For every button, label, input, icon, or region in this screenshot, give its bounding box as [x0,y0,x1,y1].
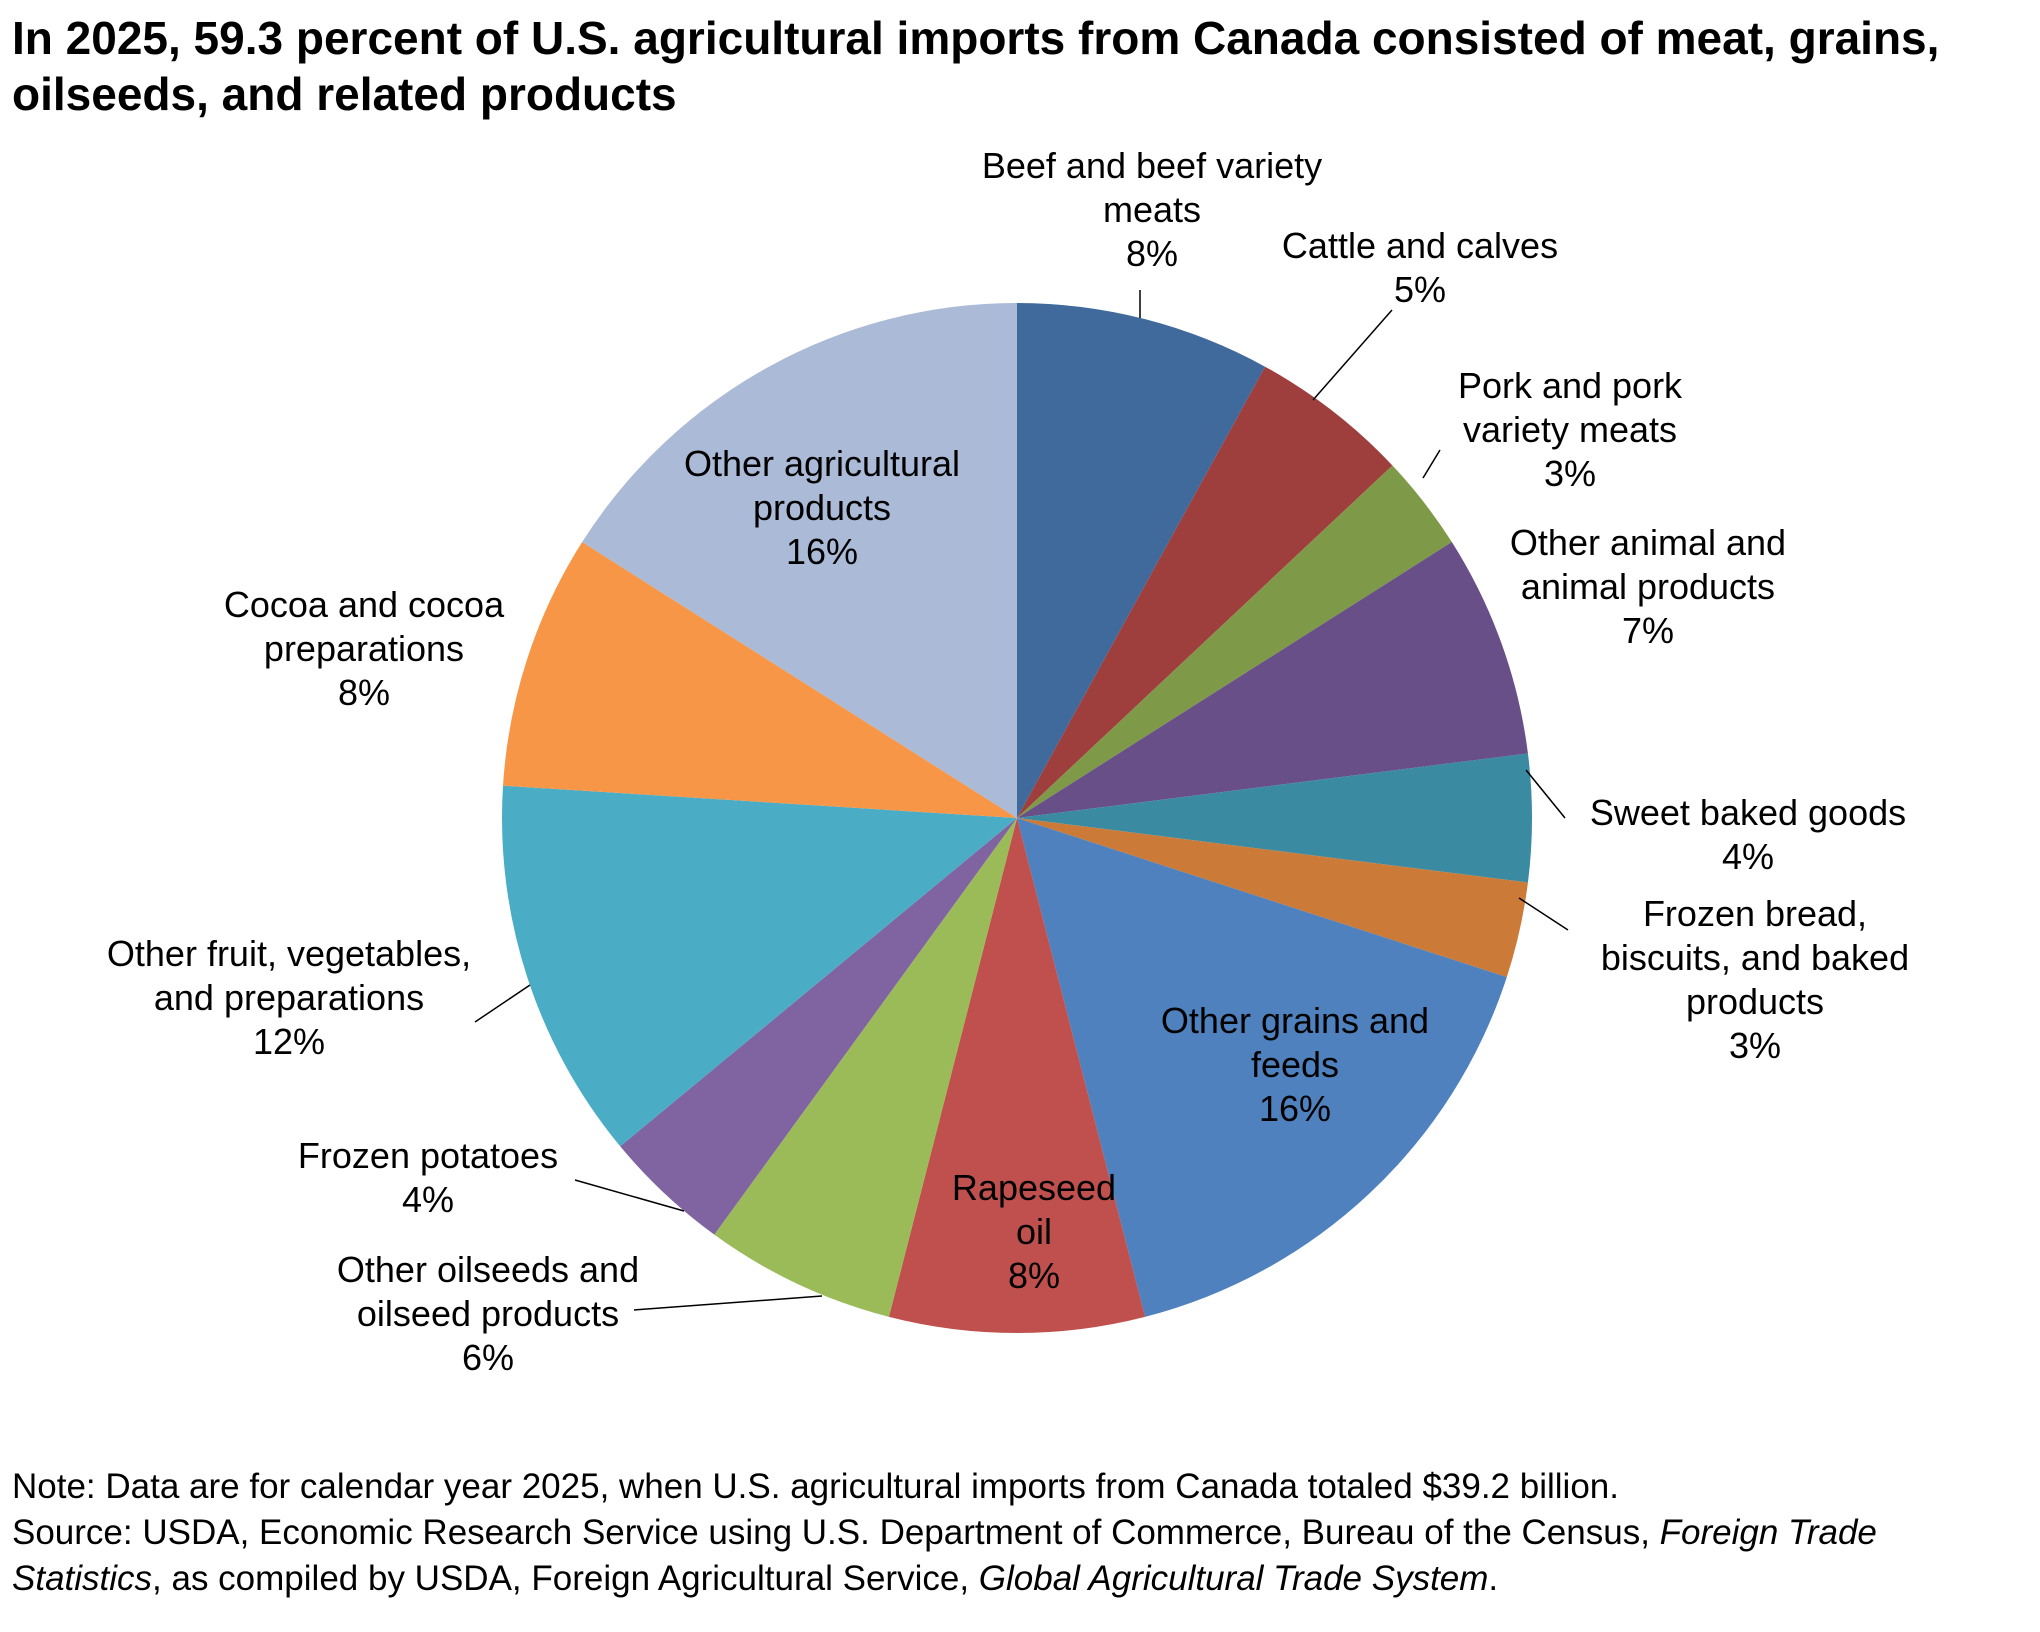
pie-slice [1017,753,1533,883]
slice-label: Rapeseed oil 8% [952,1167,1116,1296]
source-end: . [1488,1559,1499,1598]
slice-category-label: Rapeseed [952,1167,1116,1208]
slice-category-label: oilseed products [357,1293,619,1334]
slice-category-label: Sweet baked goods [1590,792,1906,833]
slice-category-label: preparations [264,628,464,669]
pie-slice [1017,818,1507,1317]
slice-value-label: 5% [1394,269,1446,310]
pie-slice [888,818,1146,1334]
leader-line [574,1179,685,1212]
slice-value-label: 16% [786,531,858,572]
slice-label: Pork and pork variety meats 3% [1458,365,1683,494]
pie-slice [1017,542,1528,818]
slice-category-label: biscuits, and baked [1601,937,1909,978]
slice-label: Beef and beef variety meats 8% [982,145,1322,274]
slice-category-label: Other fruit, vegetables, [107,933,471,974]
slice-value-label: 6% [462,1337,514,1378]
slice-label: Other animal and animal products 7% [1510,522,1786,651]
slice-category-label: Other animal and [1510,522,1786,563]
footer-note: Note: Data are for calendar year 2025, w… [12,1467,1619,1506]
pie-slice [1017,366,1393,818]
pie-slice [1017,465,1452,818]
slice-label: Other oilseeds and oilseed products 6% [337,1249,639,1378]
slice-label: Frozen bread, biscuits, and baked products… [1601,893,1909,1066]
slice-value-label: 8% [338,672,390,713]
slice-category-label: products [753,487,891,528]
slice-value-label: 8% [1126,233,1178,274]
slice-category-label: feeds [1251,1044,1339,1085]
slice-category-label: animal products [1521,566,1775,607]
slice-value-label: 8% [1008,1255,1060,1296]
slice-labels: Beef and beef variety meats 8% Cattle and c… [107,145,1909,1378]
leader-line [633,1295,823,1311]
pie-slice [582,303,1017,818]
slice-value-label: 3% [1729,1025,1781,1066]
footer-source: Source: USDA, Economic Research Service … [12,1510,2032,1602]
chart-title: In 2025, 59.3 percent of U.S. agricultur… [12,12,1940,120]
slice-value-label: 7% [1622,610,1674,651]
pie-slices [502,303,1533,1334]
slice-label: Cattle and calves 5% [1282,225,1558,310]
slice-label: Other fruit, vegetables, and preparations… [107,933,471,1062]
slice-label: Cocoa and cocoa preparations 8% [224,584,505,713]
source-prefix: Source: USDA, Economic Research Service … [12,1513,1660,1552]
slice-category-label: Other agricultural [684,443,960,484]
slice-category-label: and preparations [154,977,424,1018]
pie-slice [1017,303,1266,818]
slice-label: Other agricultural products 16% [684,443,960,572]
slice-category-label: Pork and pork [1458,365,1683,406]
pie-slice [620,818,1017,1235]
leader-line [1518,897,1569,931]
leader-line [1312,309,1393,401]
slice-value-label: 16% [1259,1088,1331,1129]
chart-footer: Note: Data are for calendar year 2025, w… [12,1464,2032,1602]
source-middle: , as compiled by USDA, Foreign Agricultu… [152,1559,979,1598]
leader-line [474,984,531,1023]
slice-category-label: oil [1016,1211,1052,1252]
slice-category-label: Cocoa and cocoa [224,584,505,625]
slice-value-label: 4% [402,1179,454,1220]
slice-label: Other grains and feeds 16% [1161,1000,1429,1129]
leader-line [1422,449,1441,479]
slice-category-label: variety meats [1463,409,1677,450]
slice-category-label: Beef and beef variety [982,145,1322,186]
leader-line [1525,769,1566,819]
slice-category-label: Frozen bread, [1643,893,1867,934]
slice-category-label: meats [1103,189,1201,230]
slice-category-label: Other oilseeds and [337,1249,639,1290]
slice-value-label: 12% [253,1021,325,1062]
source-italic-1: Foreign Trade Statistics [12,1513,1877,1598]
slice-value-label: 3% [1544,453,1596,494]
pie-slice [714,818,1017,1317]
slice-category-label: Other grains and [1161,1000,1429,1041]
slice-label: Sweet baked goods 4% [1590,792,1906,877]
slice-value-label: 4% [1722,836,1774,877]
pie-slice [503,542,1017,818]
slice-category-label: Frozen potatoes [298,1135,558,1176]
source-italic-2: Global Agricultural Trade System [978,1559,1489,1598]
slice-category-label: products [1686,981,1824,1022]
leader-lines [474,290,1569,1311]
pie-chart: Beef and beef variety meats 8% Cattle and c… [107,145,1909,1378]
slice-label: Frozen potatoes 4% [298,1135,558,1220]
slice-category-label: Cattle and calves [1282,225,1558,266]
pie-slice [1017,818,1528,978]
pie-slice [502,785,1017,1147]
